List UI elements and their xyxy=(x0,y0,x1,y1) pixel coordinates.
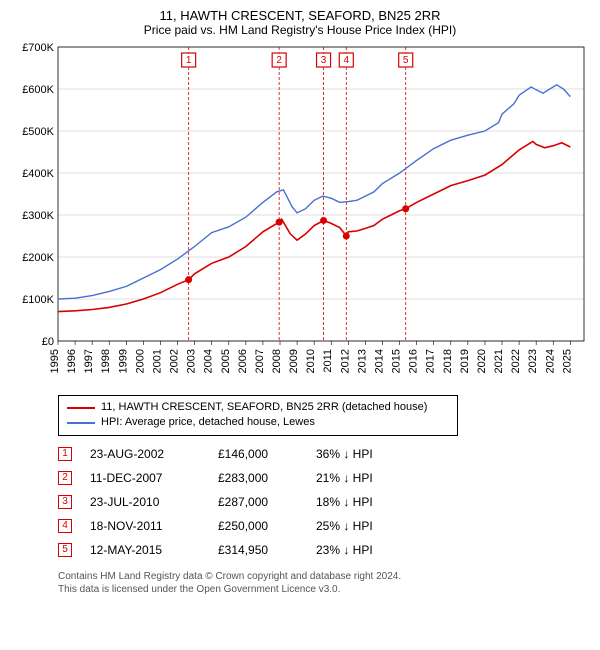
svg-text:2009: 2009 xyxy=(288,349,300,373)
svg-text:1999: 1999 xyxy=(117,349,129,373)
legend-label: HPI: Average price, detached house, Lewe… xyxy=(101,415,315,430)
sale-price: £287,000 xyxy=(218,495,298,509)
legend-item: 11, HAWTH CRESCENT, SEAFORD, BN25 2RR (d… xyxy=(67,400,449,415)
sale-date: 23-JUL-2010 xyxy=(90,495,200,509)
svg-text:2025: 2025 xyxy=(561,349,573,373)
svg-text:£700K: £700K xyxy=(22,42,54,54)
svg-text:2002: 2002 xyxy=(169,349,181,373)
svg-text:2008: 2008 xyxy=(271,349,283,373)
sale-marker-icon: 3 xyxy=(58,495,72,509)
svg-text:£200K: £200K xyxy=(22,252,54,264)
sale-date: 11-DEC-2007 xyxy=(90,471,200,485)
footnote-line-2: This data is licensed under the Open Gov… xyxy=(58,583,590,597)
legend-swatch xyxy=(67,407,95,409)
chart-svg: £0 £100K £200K £300K £400K £500K £600K £700K 199… xyxy=(10,41,590,391)
svg-text:3: 3 xyxy=(321,55,327,66)
svg-text:1997: 1997 xyxy=(83,349,95,373)
svg-text:2: 2 xyxy=(276,55,282,66)
svg-text:2012: 2012 xyxy=(339,349,351,373)
sale-marker-icon: 5 xyxy=(58,543,72,557)
svg-text:2004: 2004 xyxy=(203,349,215,373)
svg-text:1995: 1995 xyxy=(49,349,61,373)
svg-text:2020: 2020 xyxy=(476,349,488,373)
svg-text:2015: 2015 xyxy=(391,349,403,373)
svg-text:£500K: £500K xyxy=(22,126,54,138)
sale-price: £250,000 xyxy=(218,519,298,533)
sale-marker-icon: 2 xyxy=(58,471,72,485)
sale-marker-icon: 1 xyxy=(58,447,72,461)
svg-text:2017: 2017 xyxy=(425,349,437,373)
svg-text:2001: 2001 xyxy=(151,349,163,373)
svg-text:2003: 2003 xyxy=(186,349,198,373)
chart-plot-area: £0 £100K £200K £300K £400K £500K £600K £700K 199… xyxy=(10,41,590,391)
sales-row: 2 11-DEC-2007 £283,000 21% ↓ HPI xyxy=(58,466,590,490)
sale-diff: 25% ↓ HPI xyxy=(316,519,406,533)
sale-diff: 36% ↓ HPI xyxy=(316,447,406,461)
chart-subtitle: Price paid vs. HM Land Registry's House … xyxy=(10,23,590,37)
svg-text:2005: 2005 xyxy=(220,349,232,373)
sale-date: 23-AUG-2002 xyxy=(90,447,200,461)
svg-text:2014: 2014 xyxy=(373,349,385,373)
svg-text:£600K: £600K xyxy=(22,84,54,96)
svg-text:2007: 2007 xyxy=(254,349,266,373)
legend: 11, HAWTH CRESCENT, SEAFORD, BN25 2RR (d… xyxy=(58,395,458,436)
sale-date: 12-MAY-2015 xyxy=(90,543,200,557)
sale-price: £283,000 xyxy=(218,471,298,485)
svg-text:1998: 1998 xyxy=(100,349,112,373)
legend-swatch xyxy=(67,422,95,424)
sale-date: 18-NOV-2011 xyxy=(90,519,200,533)
sales-row: 3 23-JUL-2010 £287,000 18% ↓ HPI xyxy=(58,490,590,514)
svg-text:2006: 2006 xyxy=(237,349,249,373)
sale-diff: 18% ↓ HPI xyxy=(316,495,406,509)
svg-text:£100K: £100K xyxy=(22,294,54,306)
svg-text:2024: 2024 xyxy=(544,349,556,373)
svg-text:5: 5 xyxy=(403,55,409,66)
sale-diff: 21% ↓ HPI xyxy=(316,471,406,485)
svg-text:2023: 2023 xyxy=(527,349,539,373)
svg-text:2016: 2016 xyxy=(408,349,420,373)
chart-title: 11, HAWTH CRESCENT, SEAFORD, BN25 2RR xyxy=(10,8,590,23)
svg-text:2011: 2011 xyxy=(322,349,334,373)
sale-marker-icon: 4 xyxy=(58,519,72,533)
sale-price: £314,950 xyxy=(218,543,298,557)
sale-diff: 23% ↓ HPI xyxy=(316,543,406,557)
chart-container: 11, HAWTH CRESCENT, SEAFORD, BN25 2RR Pr… xyxy=(0,0,600,603)
sales-row: 5 12-MAY-2015 £314,950 23% ↓ HPI xyxy=(58,538,590,562)
legend-item: HPI: Average price, detached house, Lewe… xyxy=(67,415,449,430)
svg-text:1: 1 xyxy=(186,55,192,66)
sales-row: 4 18-NOV-2011 £250,000 25% ↓ HPI xyxy=(58,514,590,538)
svg-text:2019: 2019 xyxy=(459,349,471,373)
svg-text:2021: 2021 xyxy=(493,349,505,373)
sales-table: 1 23-AUG-2002 £146,000 36% ↓ HPI 2 11-DEC-200… xyxy=(58,442,590,562)
svg-text:2013: 2013 xyxy=(356,349,368,373)
svg-text:4: 4 xyxy=(343,55,349,66)
legend-label: 11, HAWTH CRESCENT, SEAFORD, BN25 2RR (d… xyxy=(101,400,427,415)
svg-text:£400K: £400K xyxy=(22,168,54,180)
footnote: Contains HM Land Registry data © Crown c… xyxy=(58,570,590,597)
svg-text:2018: 2018 xyxy=(442,349,454,373)
svg-text:2000: 2000 xyxy=(134,349,146,373)
svg-text:£0: £0 xyxy=(42,336,54,348)
svg-text:1996: 1996 xyxy=(66,349,78,373)
svg-text:£300K: £300K xyxy=(22,210,54,222)
svg-text:2010: 2010 xyxy=(305,349,317,373)
sales-row: 1 23-AUG-2002 £146,000 36% ↓ HPI xyxy=(58,442,590,466)
sale-price: £146,000 xyxy=(218,447,298,461)
svg-text:2022: 2022 xyxy=(510,349,522,373)
footnote-line-1: Contains HM Land Registry data © Crown c… xyxy=(58,570,590,584)
